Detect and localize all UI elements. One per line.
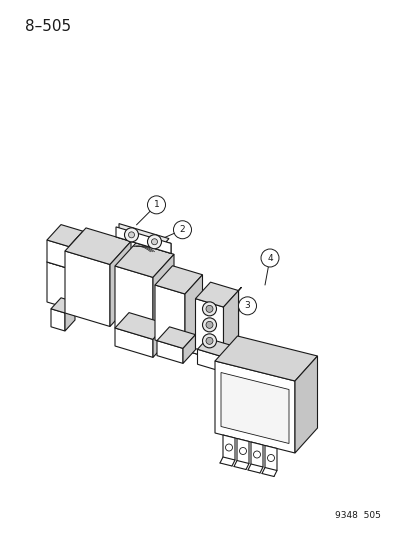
Polygon shape xyxy=(47,240,69,269)
Polygon shape xyxy=(236,439,248,464)
Polygon shape xyxy=(183,335,195,364)
Polygon shape xyxy=(115,328,153,358)
Polygon shape xyxy=(250,442,262,467)
Polygon shape xyxy=(154,266,202,294)
Circle shape xyxy=(239,448,246,455)
Polygon shape xyxy=(65,228,131,264)
Text: 1: 1 xyxy=(153,200,159,209)
Polygon shape xyxy=(294,356,317,453)
Polygon shape xyxy=(157,327,195,349)
Polygon shape xyxy=(189,292,229,364)
Polygon shape xyxy=(195,282,238,307)
Text: 8–505: 8–505 xyxy=(25,19,71,34)
Polygon shape xyxy=(185,274,202,349)
Circle shape xyxy=(238,297,256,315)
Polygon shape xyxy=(47,247,83,269)
Polygon shape xyxy=(195,298,223,357)
Polygon shape xyxy=(69,253,83,309)
Circle shape xyxy=(206,337,212,344)
Polygon shape xyxy=(153,324,166,358)
Text: 2: 2 xyxy=(179,225,185,234)
Polygon shape xyxy=(189,335,244,364)
Circle shape xyxy=(147,235,161,249)
Polygon shape xyxy=(110,241,131,327)
Circle shape xyxy=(147,196,165,214)
Circle shape xyxy=(267,455,274,462)
Polygon shape xyxy=(116,227,171,253)
Polygon shape xyxy=(47,224,83,247)
Text: 4: 4 xyxy=(266,254,272,262)
Circle shape xyxy=(253,451,260,458)
Polygon shape xyxy=(153,254,173,340)
Polygon shape xyxy=(223,435,235,460)
Polygon shape xyxy=(65,251,110,327)
Polygon shape xyxy=(214,361,294,453)
Circle shape xyxy=(202,318,216,332)
Circle shape xyxy=(225,444,232,451)
Polygon shape xyxy=(197,338,231,357)
Polygon shape xyxy=(157,341,183,364)
Polygon shape xyxy=(69,231,83,269)
Polygon shape xyxy=(65,302,75,331)
Polygon shape xyxy=(116,224,171,253)
Circle shape xyxy=(151,239,157,245)
Polygon shape xyxy=(210,287,241,341)
Polygon shape xyxy=(115,243,173,277)
Polygon shape xyxy=(51,298,75,313)
Polygon shape xyxy=(264,446,276,471)
Circle shape xyxy=(202,334,216,348)
Polygon shape xyxy=(51,309,65,331)
Text: 3: 3 xyxy=(244,301,250,310)
Polygon shape xyxy=(154,285,185,349)
Circle shape xyxy=(260,249,278,267)
Circle shape xyxy=(206,321,212,328)
Polygon shape xyxy=(115,266,153,340)
Polygon shape xyxy=(223,290,238,357)
Polygon shape xyxy=(47,262,69,309)
Circle shape xyxy=(206,305,212,312)
Circle shape xyxy=(124,228,138,242)
Circle shape xyxy=(173,221,191,239)
Polygon shape xyxy=(221,373,288,443)
Circle shape xyxy=(128,232,134,238)
Polygon shape xyxy=(197,349,221,372)
Polygon shape xyxy=(221,345,231,372)
Polygon shape xyxy=(214,336,317,381)
Text: 9348  505: 9348 505 xyxy=(334,511,380,520)
Polygon shape xyxy=(115,312,166,340)
Circle shape xyxy=(202,302,216,316)
